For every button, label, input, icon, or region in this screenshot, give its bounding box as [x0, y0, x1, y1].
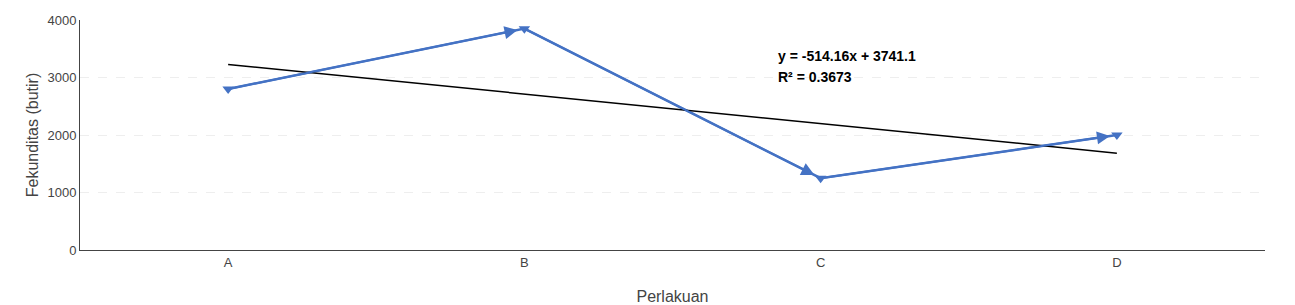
svg-text:2000: 2000: [47, 128, 76, 143]
svg-text:A: A: [224, 255, 233, 270]
svg-text:y = -514.16x + 3741.1: y = -514.16x + 3741.1: [778, 48, 916, 64]
svg-text:3000: 3000: [47, 70, 76, 85]
svg-text:R² = 0.3673: R² = 0.3673: [778, 69, 852, 85]
svg-text:0: 0: [69, 243, 76, 258]
svg-text:D: D: [1112, 255, 1121, 270]
svg-text:B: B: [520, 255, 529, 270]
svg-text:1000: 1000: [47, 185, 76, 200]
svg-text:Perlakuan: Perlakuan: [636, 288, 708, 305]
svg-text:C: C: [816, 255, 825, 270]
svg-text:Fekunditas (butir): Fekunditas (butir): [24, 73, 41, 198]
svg-text:4000: 4000: [47, 13, 76, 28]
